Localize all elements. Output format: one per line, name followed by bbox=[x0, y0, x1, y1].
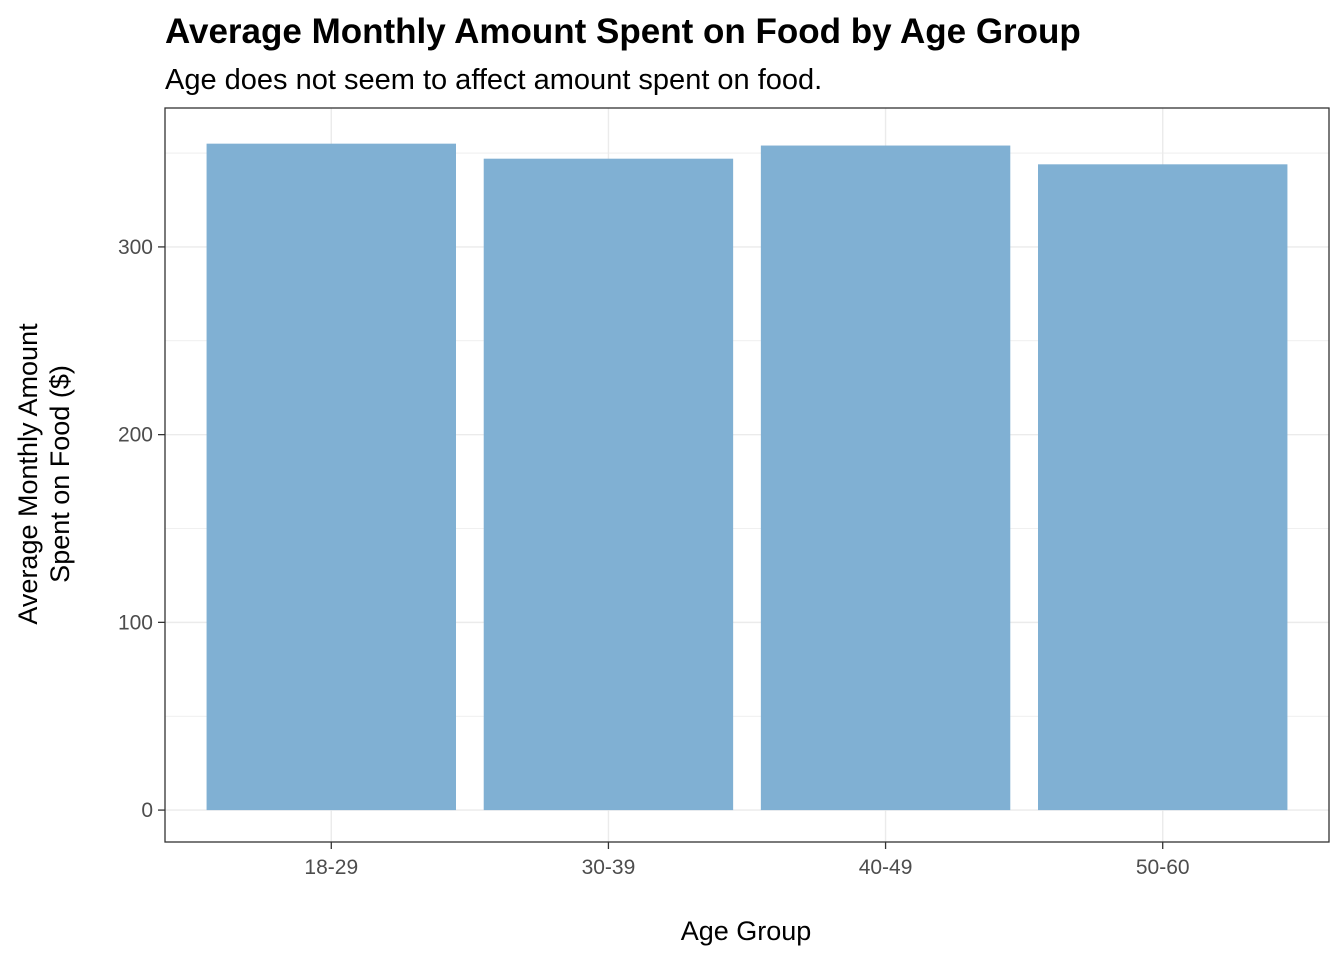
y-tick-label: 300 bbox=[118, 236, 153, 259]
bar-40-49 bbox=[760, 145, 1011, 811]
panel-border bbox=[164, 107, 1330, 843]
y-tick-label: 200 bbox=[118, 424, 153, 447]
x-axis-title: Age Group bbox=[681, 916, 812, 946]
chart-title: Average Monthly Amount Spent on Food by … bbox=[165, 12, 1081, 51]
x-axis: 18-29 30-39 40-49 50-60 bbox=[304, 842, 1190, 879]
x-tick-label: 40-49 bbox=[859, 856, 913, 879]
y-axis-title-line-2: Spent on Food ($) bbox=[45, 365, 75, 583]
y-axis-title-line-1: Average Monthly Amount bbox=[13, 323, 43, 625]
bar-30-39 bbox=[483, 158, 734, 811]
x-tick-label: 18-29 bbox=[304, 856, 358, 879]
x-tick-label: 30-39 bbox=[582, 856, 636, 879]
bar-18-29 bbox=[206, 143, 456, 811]
y-tick-label: 0 bbox=[141, 799, 153, 822]
chart-subtitle: Age does not seem to affect amount spent… bbox=[165, 64, 822, 96]
bar-50-60 bbox=[1038, 164, 1288, 811]
y-axis-title: Average Monthly Amount Spent on Food ($) bbox=[13, 323, 75, 625]
y-tick-label: 100 bbox=[118, 611, 153, 634]
y-axis: 0 100 200 300 bbox=[118, 236, 165, 822]
bars bbox=[206, 143, 1288, 811]
x-tick-label: 50-60 bbox=[1136, 856, 1190, 879]
